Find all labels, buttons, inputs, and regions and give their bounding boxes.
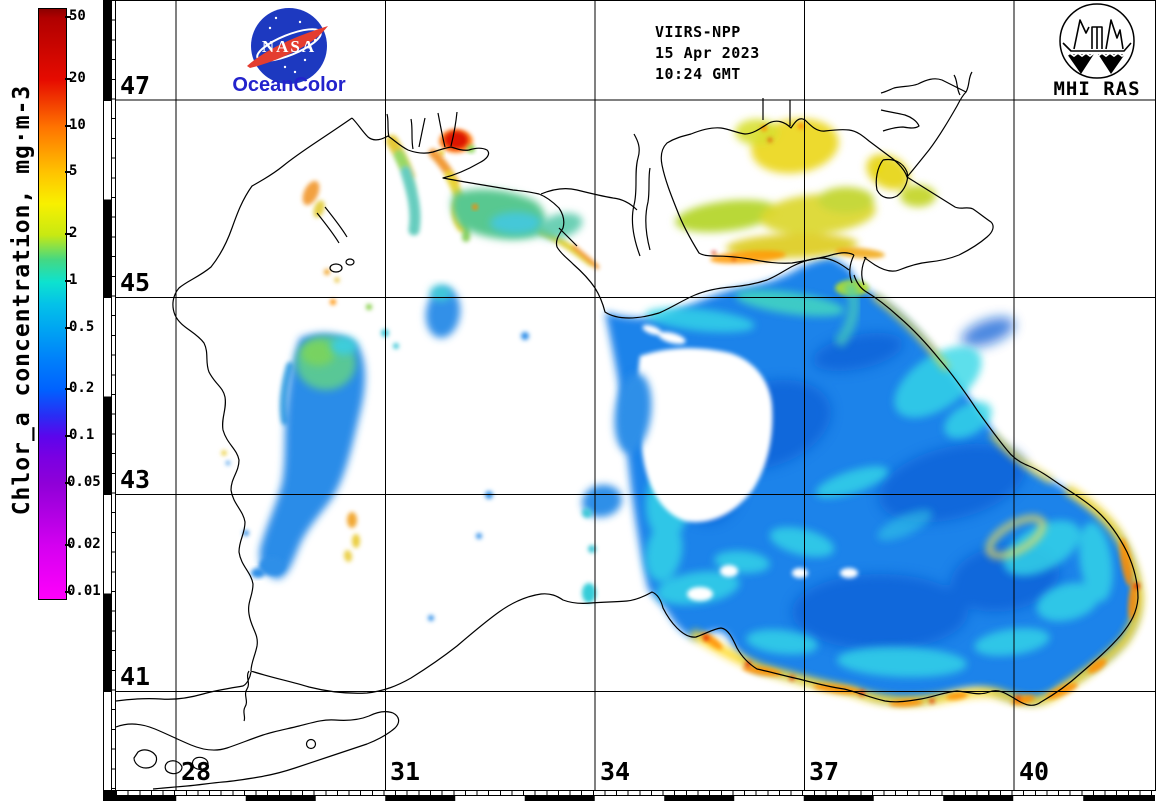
colorbar-tick-label: 0.01 — [67, 583, 101, 599]
colorbar-tick-label: 0.02 — [67, 536, 101, 552]
colorbar-tick — [65, 233, 71, 235]
colorbar-tick — [65, 435, 71, 437]
colorbar-tick — [65, 16, 71, 18]
latitude-ruler-ticks — [111, 0, 116, 790]
colorbar-tick-label: 10 — [69, 117, 86, 133]
ruler-corner — [103, 790, 116, 801]
lat-label-47: 47 — [120, 71, 151, 100]
colorbar-tick-label: 20 — [69, 70, 86, 86]
colorbar-tick — [65, 125, 71, 127]
lon-label-28: 28 — [181, 757, 212, 786]
mhi-logo — [1059, 3, 1135, 79]
colorbar-tick-label: 50 — [69, 8, 86, 24]
colorbar-tick-label: 0.05 — [67, 474, 101, 490]
colorbar-tick — [65, 171, 71, 173]
colorbar-tick-label: 0.5 — [69, 319, 95, 335]
colorbar-tick — [65, 280, 71, 282]
colorbar-tick-label: 0.1 — [69, 427, 95, 443]
longitude-ruler-ticks — [116, 790, 1155, 796]
colorbar-tick — [65, 482, 71, 484]
mhi-ras-label: MHI RAS — [1053, 78, 1141, 100]
lon-label-34: 34 — [600, 757, 631, 786]
colorbar-tick-label: 2 — [69, 225, 78, 241]
colorbar-tick-label: 0.2 — [69, 380, 95, 396]
acquisition-date: 15 Apr 2023 — [655, 44, 760, 62]
lon-label-40: 40 — [1019, 757, 1050, 786]
longitude-ruler — [116, 796, 1155, 801]
colorbar-gradient — [38, 8, 67, 600]
colorbar-tick — [65, 591, 71, 593]
lat-label-41: 41 — [120, 662, 151, 691]
colorbar-tick-label: 5 — [69, 163, 78, 179]
satellite-name: VIIRS-NPP — [655, 23, 741, 41]
colorbar-tick — [65, 78, 71, 80]
colorbar-tick-label: 1 — [69, 272, 78, 288]
colorbar-title: Chlor_a concentration, mg·m-3 — [9, 84, 35, 516]
nasa-logo — [247, 8, 328, 84]
acquisition-time: 10:24 GMT — [655, 65, 741, 83]
oceancolor-label: OceanColor — [232, 74, 346, 96]
colorbar-tick — [65, 388, 71, 390]
colorbar-tick — [65, 544, 71, 546]
chlorophyll-data — [221, 118, 1144, 707]
lon-label-31: 31 — [390, 757, 421, 786]
grid-lines — [116, 1, 1155, 790]
lon-label-37: 37 — [809, 757, 840, 786]
lat-label-43: 43 — [120, 465, 151, 494]
colorbar-tick — [65, 327, 71, 329]
coastlines — [116, 71, 1139, 790]
nasa-wordmark: NASA — [261, 37, 317, 56]
lat-label-45: 45 — [120, 268, 151, 297]
